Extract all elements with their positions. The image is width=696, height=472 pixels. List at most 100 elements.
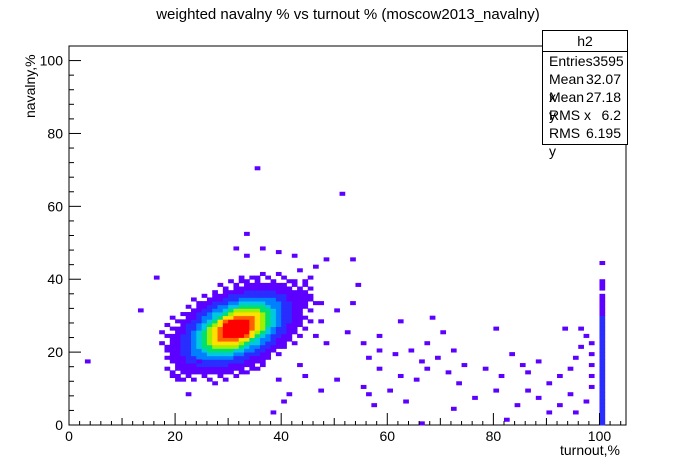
heatmap-cell bbox=[599, 315, 606, 320]
heatmap-cell bbox=[191, 355, 197, 360]
heatmap-cell bbox=[201, 330, 208, 335]
heatmap-cell bbox=[244, 279, 250, 284]
heatmap-cell bbox=[175, 344, 181, 349]
heatmap-cell bbox=[180, 363, 187, 368]
heatmap-cell bbox=[228, 359, 234, 364]
heatmap-cell bbox=[275, 322, 282, 328]
heatmap-cell bbox=[275, 341, 282, 346]
heatmap-cell bbox=[360, 341, 367, 346]
heatmap-cell bbox=[206, 337, 213, 342]
heatmap-cell bbox=[217, 297, 224, 302]
heatmap-cell bbox=[244, 348, 250, 353]
heatmap-cell bbox=[265, 308, 271, 313]
heatmap-cell bbox=[175, 359, 181, 364]
heatmap-cell bbox=[259, 304, 266, 309]
heatmap-cell bbox=[217, 333, 224, 338]
heatmap-cell bbox=[254, 348, 261, 353]
heatmap-cell bbox=[206, 348, 213, 353]
heatmap-cell bbox=[259, 315, 266, 320]
heatmap-cell bbox=[196, 319, 203, 324]
heatmap-cell bbox=[191, 319, 197, 324]
heatmap-cell bbox=[185, 326, 192, 331]
heatmap-cell bbox=[259, 363, 266, 368]
heatmap-cell bbox=[233, 319, 240, 324]
heatmap-cell bbox=[259, 359, 266, 364]
heatmap-cell bbox=[323, 257, 330, 262]
heatmap-cell bbox=[297, 312, 303, 317]
heatmap-cell bbox=[185, 392, 192, 397]
heatmap-cell bbox=[217, 352, 224, 357]
heatmap-cell bbox=[244, 355, 250, 360]
heatmap-cell bbox=[599, 348, 606, 353]
heatmap-cell bbox=[164, 344, 171, 349]
heatmap-cell bbox=[180, 377, 187, 382]
heatmap-cell bbox=[185, 348, 192, 353]
heatmap-cell bbox=[159, 341, 165, 346]
heatmap-cell bbox=[196, 304, 203, 309]
heatmap-cell bbox=[286, 286, 293, 291]
heatmap-cell bbox=[212, 348, 218, 353]
heatmap-cell bbox=[222, 297, 229, 302]
heatmap-cell bbox=[313, 264, 319, 269]
heatmap-cell bbox=[535, 395, 542, 400]
heatmap-cell bbox=[175, 363, 181, 368]
heatmap-cell bbox=[291, 253, 298, 258]
heatmap-cell bbox=[270, 293, 277, 298]
heatmap-cell bbox=[233, 333, 240, 338]
heatmap-cell bbox=[222, 322, 229, 328]
heatmap-cell bbox=[228, 330, 234, 335]
heatmap-cell bbox=[313, 333, 319, 338]
heatmap-cell bbox=[212, 293, 218, 298]
x-tick-label: 0 bbox=[65, 428, 73, 444]
heatmap-cell bbox=[291, 293, 298, 298]
heatmap-cell bbox=[164, 322, 171, 328]
heatmap-cell bbox=[137, 308, 144, 313]
heatmap-cell bbox=[217, 308, 224, 313]
heatmap-cell bbox=[201, 293, 208, 298]
heatmap-cell bbox=[286, 315, 293, 320]
heatmap-cell bbox=[270, 279, 277, 284]
heatmap-cell bbox=[238, 301, 245, 306]
heatmap-cell bbox=[217, 366, 224, 371]
heatmap-cell bbox=[222, 352, 229, 357]
heatmap-cell bbox=[217, 315, 224, 320]
heatmap-cell bbox=[169, 341, 176, 346]
heatmap-cell bbox=[281, 337, 287, 342]
heatmap-cell bbox=[175, 352, 181, 357]
heatmap-cell bbox=[313, 301, 319, 306]
heatmap-cell bbox=[254, 355, 261, 360]
heatmap-cell bbox=[185, 322, 192, 328]
heatmap-cell bbox=[191, 377, 197, 382]
heatmap-cell bbox=[185, 359, 192, 364]
heatmap-cell bbox=[217, 341, 224, 346]
heatmap-cell bbox=[244, 337, 250, 342]
heatmap-cell bbox=[599, 366, 606, 371]
heatmap-cell bbox=[217, 373, 224, 379]
heatmap-cell bbox=[185, 352, 192, 357]
heatmap-cell bbox=[493, 326, 500, 331]
heatmap-cell bbox=[307, 319, 314, 324]
heatmap-cell bbox=[212, 319, 218, 324]
heatmap-cell bbox=[572, 355, 579, 360]
heatmap-cell bbox=[228, 370, 234, 375]
heatmap-cell bbox=[599, 395, 606, 400]
heatmap-cell bbox=[212, 326, 218, 331]
heatmap-cell bbox=[196, 352, 203, 357]
heatmap-cell bbox=[259, 330, 266, 335]
heatmap-cell bbox=[286, 297, 293, 302]
heatmap-cell bbox=[270, 304, 277, 309]
heatmap-cell bbox=[191, 312, 197, 317]
heatmap-cell bbox=[233, 337, 240, 342]
heatmap-cell bbox=[265, 315, 271, 320]
heatmap-cell bbox=[222, 348, 229, 353]
heatmap-cell bbox=[238, 312, 245, 317]
heatmap-cell bbox=[222, 319, 229, 324]
heatmap-cell bbox=[217, 326, 224, 331]
heatmap-cell bbox=[445, 370, 452, 375]
heatmap-cell bbox=[344, 330, 351, 335]
heatmap-cell bbox=[265, 341, 271, 346]
heatmap-cell bbox=[212, 322, 218, 328]
heatmap-cell bbox=[259, 333, 266, 338]
heatmap-cell bbox=[175, 319, 181, 324]
heatmap-cell bbox=[281, 399, 287, 404]
